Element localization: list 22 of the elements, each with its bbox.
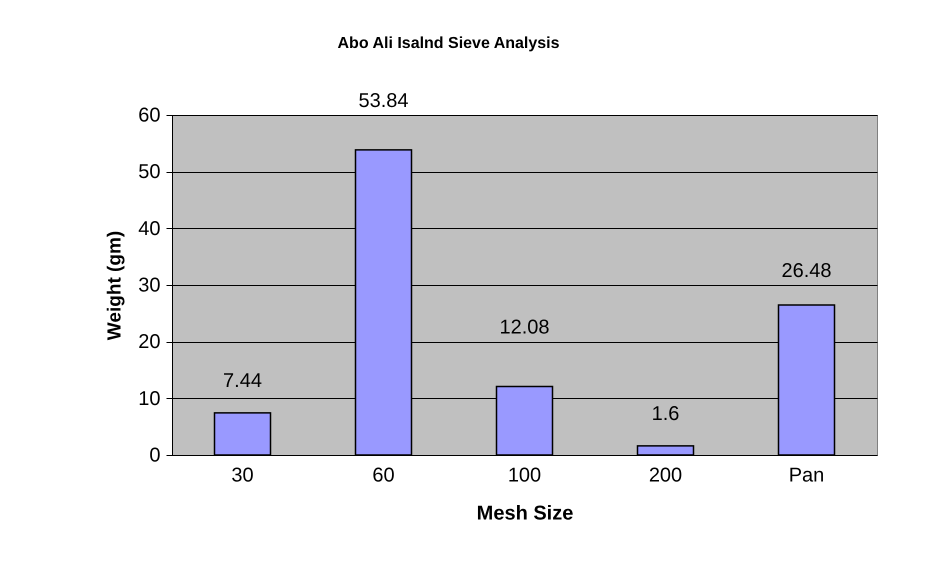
x-tick-label: 60	[372, 464, 395, 486]
y-tick-label: 40	[138, 218, 160, 240]
x-tick-label: 200	[648, 464, 682, 486]
y-tick-label: 50	[138, 161, 160, 184]
x-tick-label: 100	[508, 464, 542, 486]
y-tick-label: 10	[138, 388, 160, 410]
chart-title: Abo Ali Isalnd Sieve Analysis	[338, 34, 560, 52]
bar	[214, 412, 272, 456]
data-label: 1.6	[652, 402, 680, 425]
y-axis-title: Weight (gm)	[104, 230, 126, 340]
data-label: 7.44	[223, 370, 262, 392]
x-tick-label: 30	[231, 464, 254, 486]
bar	[636, 445, 694, 456]
y-tick-label: 0	[149, 444, 160, 466]
data-label: 53.84	[358, 90, 409, 112]
x-axis-title: Mesh Size	[476, 502, 574, 524]
y-tick-label: 60	[138, 104, 160, 126]
y-tick-label: 30	[138, 274, 160, 296]
data-label: 26.48	[781, 260, 832, 282]
data-label: 12.08	[499, 316, 550, 339]
x-tick-label: Pan	[788, 464, 824, 486]
y-tick-label: 20	[138, 331, 160, 354]
